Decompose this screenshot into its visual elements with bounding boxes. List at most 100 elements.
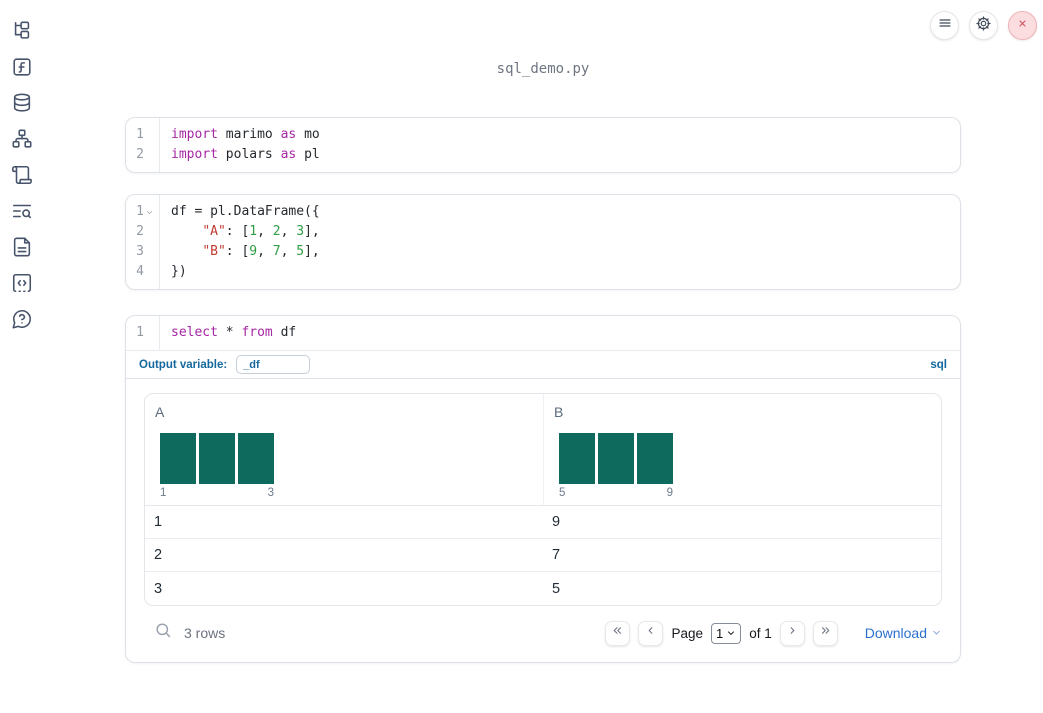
table-cell: 7 [552,547,561,563]
search-button[interactable] [151,621,175,645]
sql-code-editor[interactable]: 1 select * from df [126,316,960,351]
code-line[interactable]: }) [171,264,187,279]
chevrons-right-icon [819,624,832,642]
sql-output-area: A 1 3 B [126,379,960,662]
line-number: 3 [136,244,144,259]
menu-icon [937,15,953,36]
variables-icon [11,56,33,83]
page-total: of 1 [749,625,772,641]
next-page-button[interactable] [779,620,805,646]
code-line[interactable]: "A": [1, 2, 3], [202,224,320,239]
documentation-icon [11,236,33,263]
column-header-a[interactable]: A 1 3 [145,394,543,505]
last-page-button[interactable] [812,620,838,646]
row-count: 3 rows [184,625,226,641]
chevron-left-icon [644,624,657,642]
table-footer: 3 rows Page 1 of 1 [144,613,942,653]
table-cell: 1 [154,514,163,530]
sql-language-badge: sql [930,358,947,371]
sidebar-item-help[interactable] [11,308,33,335]
pagination: Page 1 of 1 Download [605,620,942,646]
code-line[interactable]: import polars as pl [171,147,320,162]
histogram-bar [637,433,673,484]
snippets-icon [11,272,33,299]
dependency-graph-icon [11,128,33,155]
outline-search-icon [11,200,33,227]
page-select[interactable]: 1 [710,622,742,644]
logs-icon [11,164,33,191]
sidebar-item-datasources[interactable] [11,92,33,119]
cell-imports[interactable]: 1 2 import marimo as mo import polars as pl [125,117,961,173]
page-select-value: 1 [715,625,724,641]
code-line[interactable]: df = pl.DataFrame({ [171,204,320,219]
notebook: sql_demo.py 1 2 import marimo as mo import … [125,0,961,713]
chevrons-left-icon [611,624,624,642]
help-icon [11,308,33,335]
sidebar [0,0,44,713]
column-header-b[interactable]: B 5 9 [543,394,941,505]
sidebar-item-snippets[interactable] [11,272,33,299]
dataframe-table: A 1 3 B [144,393,942,606]
download-label: Download [864,625,927,641]
sidebar-item-variables[interactable] [11,56,33,83]
tick-min: 1 [160,487,167,499]
line-number: 1 [136,127,144,142]
tick-max: 9 [666,487,673,499]
table-cell: 9 [552,514,561,530]
shutdown-button[interactable] [1008,11,1037,40]
cell-dataframe[interactable]: 1 2 3 4 df = pl.DataFrame({ "A": [1, 2, 3], … [125,194,961,290]
line-number: 4 [136,264,144,279]
code-editor[interactable]: 1 2 import marimo as mo import polars as pl [126,118,960,172]
settings-button[interactable] [969,11,998,40]
chevron-right-icon [786,624,799,642]
first-page-button[interactable] [605,620,631,646]
histogram-bars [559,433,673,484]
line-number: 1 [136,204,144,219]
sql-output-variable-row: Output variable: sql [126,351,960,379]
line-number: 1 [136,325,144,340]
sidebar-item-outline-search[interactable] [11,202,33,224]
fold-chevron-icon[interactable] [144,208,155,217]
code-line[interactable]: "B": [9, 7, 5], [202,244,320,259]
line-number: 2 [136,147,144,162]
datasources-icon [11,92,33,119]
page-label: Page [671,625,703,641]
column-b-histogram: 5 9 [559,433,673,499]
histogram-bar [598,433,634,484]
table-cell: 5 [552,580,561,597]
sidebar-item-dependency-graph[interactable] [11,128,33,155]
previous-page-button[interactable] [638,620,664,646]
cell-sql[interactable]: 1 select * from df Output variable: sql A… [125,315,961,663]
histogram-bar [160,433,196,484]
table-header: A 1 3 B [145,394,941,506]
sidebar-item-file-explorer[interactable] [11,20,33,47]
sidebar-item-documentation[interactable] [11,236,33,263]
tick-max: 3 [267,487,274,499]
menu-button[interactable] [930,11,959,40]
download-button[interactable]: Download [865,625,942,641]
code-line[interactable]: select * from df [171,325,297,340]
code-line[interactable]: import marimo as mo [171,127,320,142]
notebook-filename[interactable]: sql_demo.py [496,61,590,77]
output-variable-label: Output variable: [139,358,228,371]
histogram-bars [160,433,274,484]
sidebar-item-logs[interactable] [11,164,33,191]
table-cell: 2 [154,547,163,563]
histogram-bar [559,433,595,484]
chevron-down-icon [931,625,942,641]
column-a-histogram: 1 3 [160,433,274,499]
code-editor[interactable]: 1 2 3 4 df = pl.DataFrame({ "A": [1, 2, 3], … [126,195,960,289]
tick-min: 5 [559,487,566,499]
output-variable-input[interactable] [236,355,311,374]
file-explorer-icon [11,20,33,47]
column-label: A [155,404,165,420]
topbar [930,11,1037,40]
chevron-down-icon [726,626,736,641]
histogram-ticks: 5 9 [559,487,673,499]
column-label: B [554,404,564,420]
table-cell: 3 [154,580,163,597]
